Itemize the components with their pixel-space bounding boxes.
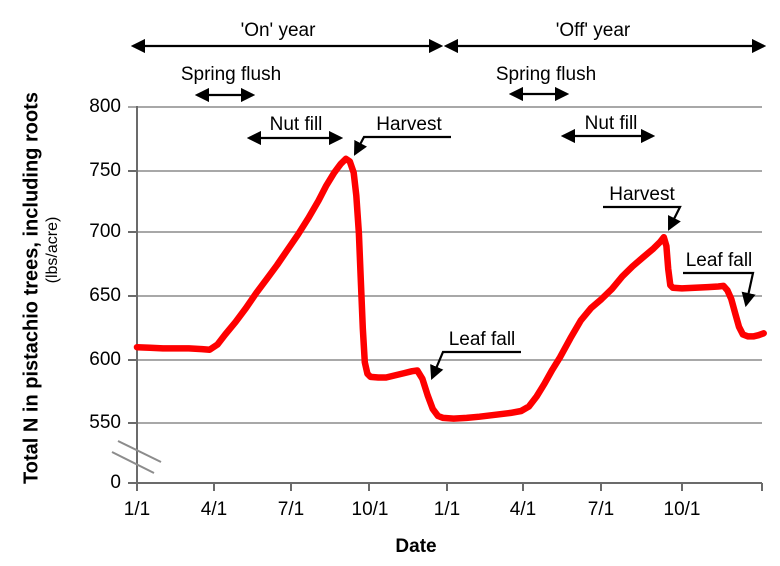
harvest-off-leader-arrow <box>603 205 682 231</box>
gridlines <box>128 106 762 424</box>
on-year-label: 'On' year <box>240 20 316 41</box>
leaf-fall-off-label: Leaf fall <box>685 250 753 271</box>
y-tick-550: 550 <box>89 412 121 433</box>
y-axis-title: Total N in pistachio trees, including ro… <box>20 92 43 484</box>
x-tick-apr-y1: 4/1 <box>200 499 228 520</box>
x-tick-oct-y2: 10/1 <box>663 499 701 520</box>
x-tick-jul-y1: 7/1 <box>277 499 305 520</box>
x-tick-jul-y2: 7/1 <box>587 499 615 520</box>
harvest-off-label: Harvest <box>609 184 675 205</box>
off-year-label: 'Off' year <box>555 20 631 41</box>
x-tick-oct-y1: 10/1 <box>351 499 389 520</box>
x-tick-jan-y1: 1/1 <box>123 499 151 520</box>
y-tick-800: 800 <box>89 96 121 117</box>
leaf-fall-on-label: Leaf fall <box>448 329 516 350</box>
harvest-on-label: Harvest <box>376 114 442 135</box>
y-tick-600: 600 <box>89 349 121 370</box>
leaf-fall-on-leader-arrow <box>430 350 521 380</box>
x-tick-jan-y2: 1/1 <box>433 499 461 520</box>
y-tick-750: 750 <box>89 160 121 181</box>
spring-flush-on-label: Spring flush <box>180 64 282 85</box>
nut-fill-on-label: Nut fill <box>269 114 323 135</box>
total-n-curve <box>133 155 767 422</box>
x-axis-title: Date <box>395 536 437 557</box>
y-tick-700: 700 <box>89 221 121 242</box>
y-axis-break-icon <box>111 440 162 474</box>
y-tick-650: 650 <box>89 285 121 306</box>
axes <box>128 106 763 491</box>
spring-flush-off-label: Spring flush <box>495 64 597 85</box>
harvest-on-leader-arrow <box>353 135 451 156</box>
y-tick-0: 0 <box>110 472 121 493</box>
annotation-arrows <box>130 38 767 380</box>
leaf-fall-off-leader-arrow <box>683 271 756 308</box>
x-tick-apr-y2: 4/1 <box>509 499 537 520</box>
nut-fill-off-label: Nut fill <box>584 113 638 134</box>
